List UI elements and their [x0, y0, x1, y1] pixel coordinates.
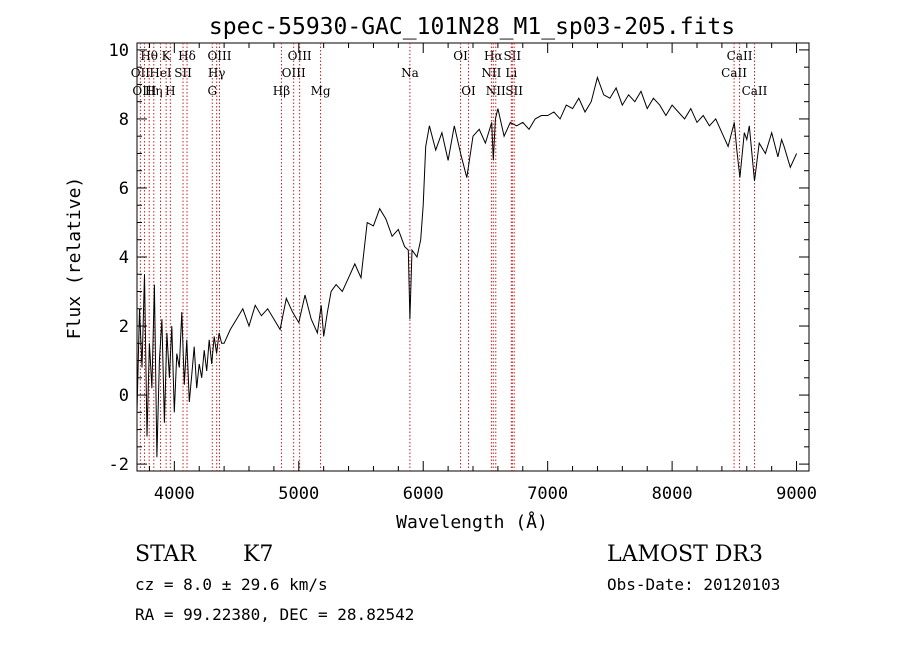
line-marker-label: SII	[174, 66, 192, 80]
y-axis-label: Flux (relative)	[64, 177, 85, 340]
line-marker-label: OIII	[282, 66, 306, 80]
coordinates-readout: RA = 99.22380, DEC = 28.82542	[135, 605, 414, 624]
plot-frame	[136, 42, 810, 472]
line-marker-label: G	[207, 84, 217, 98]
x-tick-label: 8000	[652, 484, 693, 504]
line-marker-label: H	[165, 84, 175, 98]
spectrum-line	[136, 75, 798, 458]
obs-date: Obs-Date: 20120103	[607, 575, 780, 594]
y-axis-ticks: -2 0 2 4 6 8 10	[109, 41, 809, 475]
line-marker-label: OII	[131, 66, 151, 80]
line-marker-label: CaII	[727, 49, 753, 63]
y-tick-label: -2	[109, 455, 129, 475]
y-tick-label: 10	[109, 41, 129, 61]
line-marker-label: Hη	[145, 84, 163, 98]
line-marker-label: Hγ	[208, 66, 226, 80]
line-marker-label: Na	[401, 66, 419, 80]
x-tick-label: 4000	[154, 484, 195, 504]
y-tick-label: 4	[119, 248, 129, 268]
line-marker-label: OI	[453, 49, 468, 63]
x-tick-label: 5000	[278, 484, 319, 504]
line-marker-label: SII	[503, 49, 521, 63]
x-axis-label: Wavelength (Å)	[396, 511, 548, 533]
object-class: STAR	[135, 542, 197, 567]
line-marker-label: Hβ	[273, 84, 290, 98]
line-marker-label: Li	[505, 66, 517, 80]
line-marker-label: OIII	[288, 49, 312, 63]
y-tick-label: 6	[119, 179, 129, 199]
line-marker-label: OI	[461, 84, 476, 98]
line-marker-label: CaII	[721, 66, 747, 80]
line-marker-label: Hδ	[178, 49, 196, 63]
y-tick-label: 2	[119, 317, 129, 337]
line-marker-label: NII	[481, 66, 501, 80]
line-marker-label: SII	[505, 84, 523, 98]
line-markers: HθOIIOIIIHηHeIKHSIIHδGHγOIIIHβOIIIOIIIMg…	[131, 43, 768, 471]
survey-name: LAMOST DR3	[607, 542, 763, 567]
line-marker-label: Hθ	[140, 49, 158, 63]
line-marker-label: K	[162, 49, 172, 63]
line-marker-label: HeI	[149, 66, 172, 80]
line-marker-label: NII	[486, 84, 506, 98]
line-marker-label: Hα	[484, 49, 503, 63]
x-axis-ticks: 4000 5000 6000 7000 8000 9000	[148, 43, 817, 504]
x-tick-label: 6000	[403, 484, 444, 504]
x-tick-label: 9000	[776, 484, 817, 504]
line-marker-label: OIII	[207, 49, 231, 63]
line-marker-label: OIII	[132, 84, 156, 98]
chart-title: spec-55930-GAC_101N28_M1_sp03-205.fits	[209, 14, 735, 40]
object-subclass: K7	[243, 542, 273, 567]
y-tick-label: 8	[119, 110, 129, 130]
line-marker-label: CaII	[742, 84, 768, 98]
redshift-readout: cz = 8.0 ± 29.6 km/s	[135, 575, 328, 594]
x-tick-label: 7000	[527, 484, 568, 504]
y-tick-label: 0	[119, 386, 129, 406]
line-marker-label: Mg	[311, 84, 331, 98]
